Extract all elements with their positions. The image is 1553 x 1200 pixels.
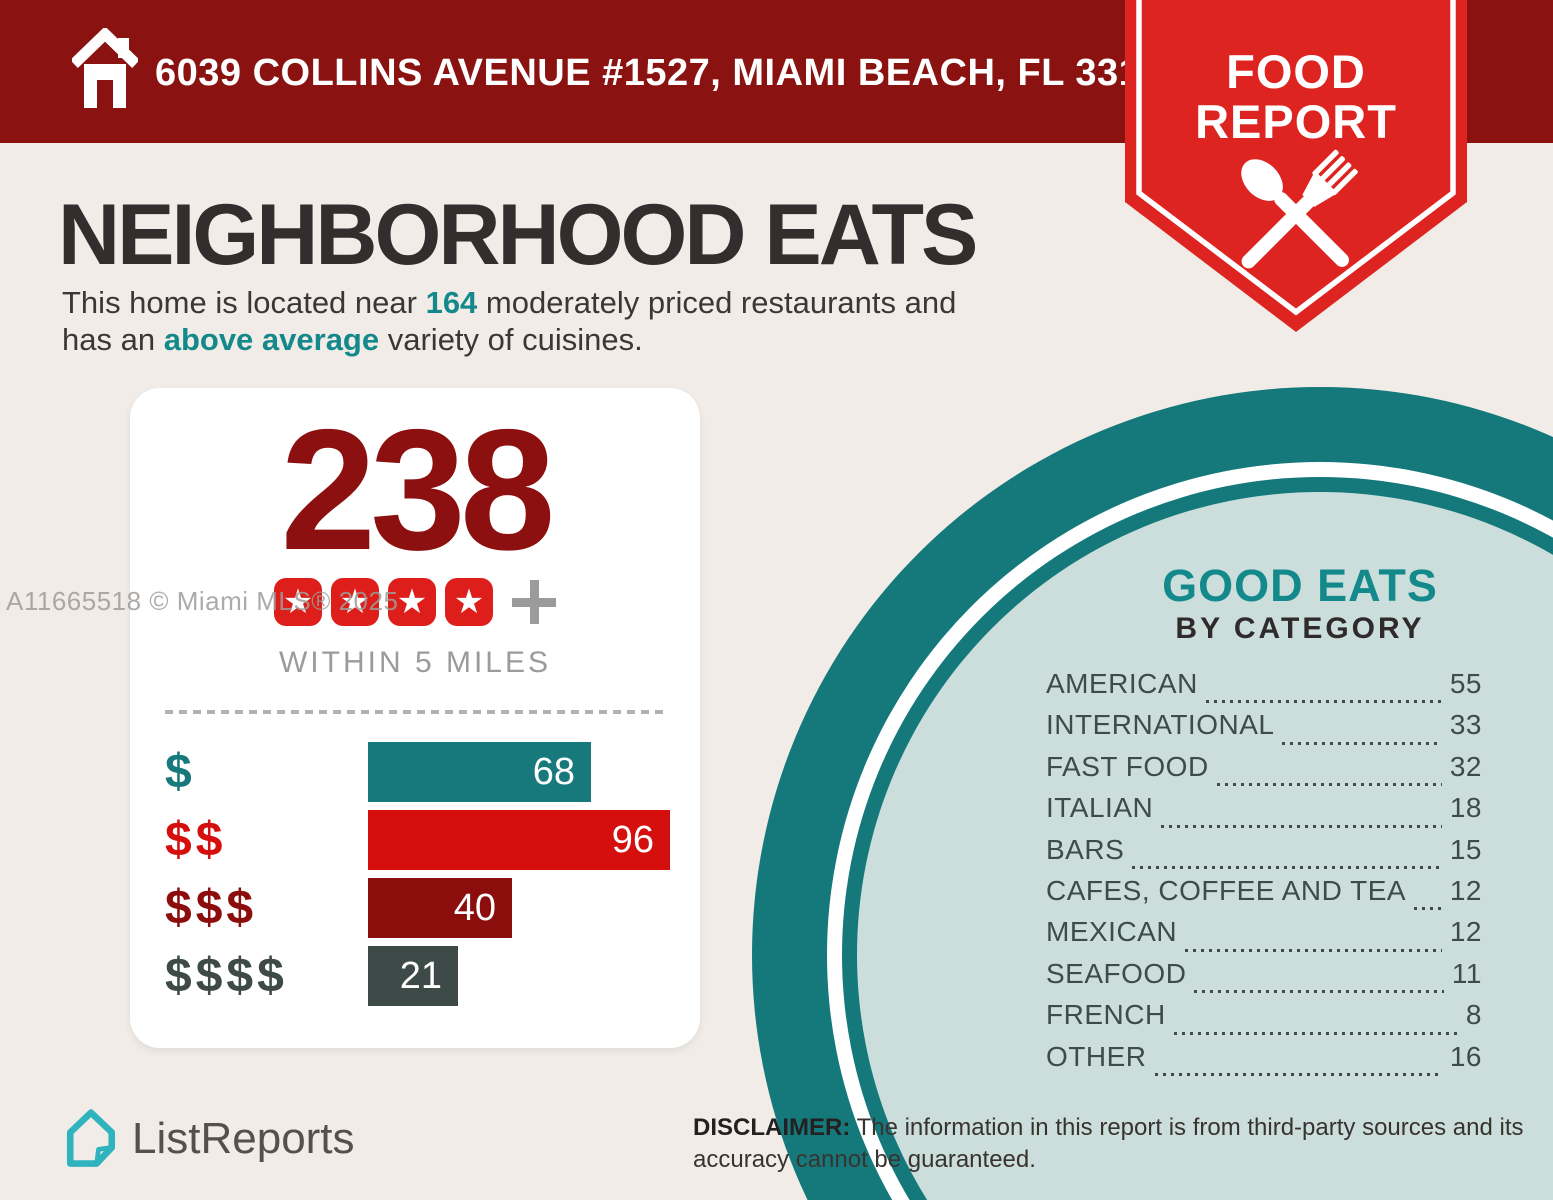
page-title: NEIGHBORHOOD EATS <box>58 187 978 283</box>
restaurant-count-accent: 164 <box>425 285 478 320</box>
dot-leader <box>1185 948 1442 952</box>
category-list: AMERICAN 55 INTERNATIONAL 33 FAST FOOD 32 I… <box>1046 668 1482 1082</box>
category-row: INTERNATIONAL 33 <box>1046 709 1482 750</box>
rating-stars: ★ ★ ★ ★ <box>130 578 700 626</box>
brand-name: ListReports <box>132 1114 355 1163</box>
category-value: 55 <box>1449 668 1482 699</box>
plus-icon <box>512 580 556 624</box>
price-tier-label: $$ <box>165 813 227 867</box>
category-row: AMERICAN 55 <box>1046 668 1482 709</box>
dot-leader <box>1194 990 1444 994</box>
subtitle-text: moderately priced restaurants and <box>477 285 957 320</box>
subtitle-text: variety of cuisines. <box>379 322 643 357</box>
category-value: 12 <box>1449 874 1482 906</box>
star-glyph: ★ <box>453 583 485 621</box>
food-report-badge <box>1125 0 1467 332</box>
good-eats-title: GOOD EATS <box>1162 560 1438 611</box>
price-tier-bar: 96 <box>368 810 670 870</box>
price-tier-bar: 68 <box>368 742 591 802</box>
badge-title-line1: FOOD <box>1226 45 1366 98</box>
category-label: INTERNATIONAL <box>1046 709 1275 741</box>
category-label: BARS <box>1046 833 1125 865</box>
dot-leader <box>1161 824 1442 828</box>
subtitle-text: has an <box>62 322 164 357</box>
category-label: ITALIAN <box>1046 792 1154 824</box>
dot-leader <box>1132 865 1442 869</box>
price-tier-label: $ <box>165 745 196 799</box>
dot-leader <box>1216 783 1442 787</box>
category-label: FAST FOOD <box>1046 750 1209 782</box>
restaurant-count: 238 <box>280 394 556 586</box>
chart-row: $ 68 <box>130 742 700 802</box>
bar-value: 40 <box>453 886 496 929</box>
category-row: FRENCH 8 <box>1046 999 1482 1040</box>
star-glyph: ★ <box>396 583 428 621</box>
mls-watermark: A11665518 © Miami MLS® 2025 <box>6 586 399 616</box>
dot-leader <box>1173 1031 1458 1035</box>
category-label: CAFES, COFFEE AND TEA <box>1046 874 1407 906</box>
good-eats-subtitle: BY CATEGORY <box>1175 612 1425 645</box>
crossed-spoon-fork-icon <box>1241 149 1358 269</box>
subtitle: This home is located near 164 moderately… <box>62 284 956 358</box>
category-label: MEXICAN <box>1046 916 1178 948</box>
category-value: 12 <box>1449 916 1482 948</box>
category-row: MEXICAN 12 <box>1046 916 1482 957</box>
chart-row: $$$$ 21 <box>130 946 700 1006</box>
disclaimer: DISCLAIMER: The information in this repo… <box>693 1112 1543 1176</box>
star-icon: ★ <box>274 578 322 626</box>
disclaimer-text: The information in this report is from t… <box>693 1114 1524 1173</box>
price-tier-bar-chart: $ 68 $$ 96 $$$ 40 $$$$ 21 <box>130 742 700 1014</box>
price-tier-bar: 21 <box>368 946 458 1006</box>
bar-value: 21 <box>399 954 442 997</box>
category-label: OTHER <box>1046 1040 1147 1072</box>
dashed-divider <box>165 710 665 714</box>
category-label: AMERICAN <box>1046 668 1198 699</box>
price-tier-bar: 40 <box>368 878 512 938</box>
category-row: OTHER 16 <box>1046 1041 1482 1082</box>
badge-title-line2: REPORT <box>1195 95 1397 148</box>
category-label: FRENCH <box>1046 999 1166 1031</box>
category-row: ITALIAN 18 <box>1046 792 1482 833</box>
category-value: 11 <box>1451 957 1482 989</box>
category-row: SEAFOOD 11 <box>1046 958 1482 999</box>
category-value: 15 <box>1449 833 1482 865</box>
category-value: 32 <box>1449 750 1482 782</box>
radius-label: WITHIN 5 MILES <box>278 646 552 679</box>
bar-value: 68 <box>532 750 575 793</box>
category-value: 18 <box>1449 792 1482 824</box>
category-row: BARS 15 <box>1046 834 1482 875</box>
category-value: 33 <box>1449 709 1482 741</box>
star-icon: ★ <box>331 578 379 626</box>
category-value: 8 <box>1465 999 1482 1031</box>
home-icon <box>72 28 138 108</box>
dot-leader <box>1205 700 1442 704</box>
dot-leader <box>1282 741 1442 745</box>
star-icon: ★ <box>445 578 493 626</box>
star-glyph: ★ <box>282 583 314 621</box>
star-icon: ★ <box>388 578 436 626</box>
dot-leader <box>1414 907 1442 911</box>
category-value: 16 <box>1449 1040 1482 1072</box>
disclaimer-label: DISCLAIMER: <box>693 1114 851 1141</box>
category-label: SEAFOOD <box>1046 957 1187 989</box>
variety-accent: above average <box>163 322 380 357</box>
bar-value: 96 <box>611 818 654 861</box>
listreports-house-icon <box>66 1109 116 1167</box>
restaurant-stats-card: 238 ★ ★ ★ ★ WITHIN 5 MILES $ 68 $$ 96 $$… <box>130 388 700 1048</box>
category-row: CAFES, COFFEE AND TEA 12 <box>1046 875 1482 916</box>
dot-leader <box>1154 1072 1442 1076</box>
category-row: FAST FOOD 32 <box>1046 751 1482 792</box>
price-tier-label: $$$$ <box>165 949 288 1003</box>
price-tier-label: $$$ <box>165 881 258 935</box>
star-glyph: ★ <box>339 583 371 621</box>
subtitle-text: This home is located near <box>62 285 426 320</box>
chart-row: $$$ 40 <box>130 878 700 938</box>
property-address: 6039 COLLINS AVENUE #1527, MIAMI BEACH, … <box>155 52 1184 94</box>
listreports-logo: ListReports <box>62 1106 355 1172</box>
chart-row: $$ 96 <box>130 810 700 870</box>
